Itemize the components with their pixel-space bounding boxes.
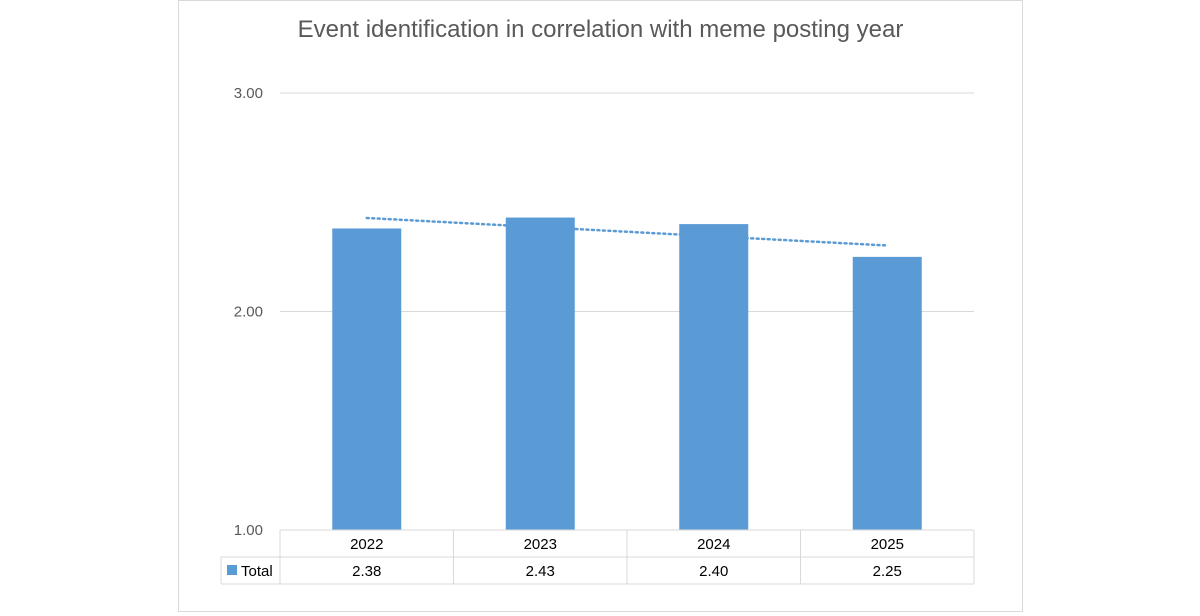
chart-title: Event identification in correlation with… <box>297 16 904 43</box>
bar-2022 <box>332 228 402 530</box>
data-label: 2.40 <box>699 563 728 580</box>
x-category-label: 2025 <box>871 536 904 553</box>
trendline <box>365 216 889 247</box>
y-tick-label: 2.00 <box>234 304 263 321</box>
y-tick-label: 1.00 <box>234 522 263 539</box>
legend-swatch <box>227 565 237 575</box>
x-category-label: 2024 <box>697 536 730 553</box>
y-tick-label: 3.00 <box>234 85 263 102</box>
x-category-label: 2022 <box>350 536 383 553</box>
bar-2023 <box>505 217 575 531</box>
data-label: 2.38 <box>352 563 381 580</box>
data-label: 2.25 <box>873 563 902 580</box>
data-label: 2.43 <box>526 563 555 580</box>
legend-label: Total <box>241 563 273 580</box>
bar-2024 <box>679 224 749 530</box>
x-category-label: 2023 <box>524 536 557 553</box>
bar-2025 <box>852 256 922 530</box>
